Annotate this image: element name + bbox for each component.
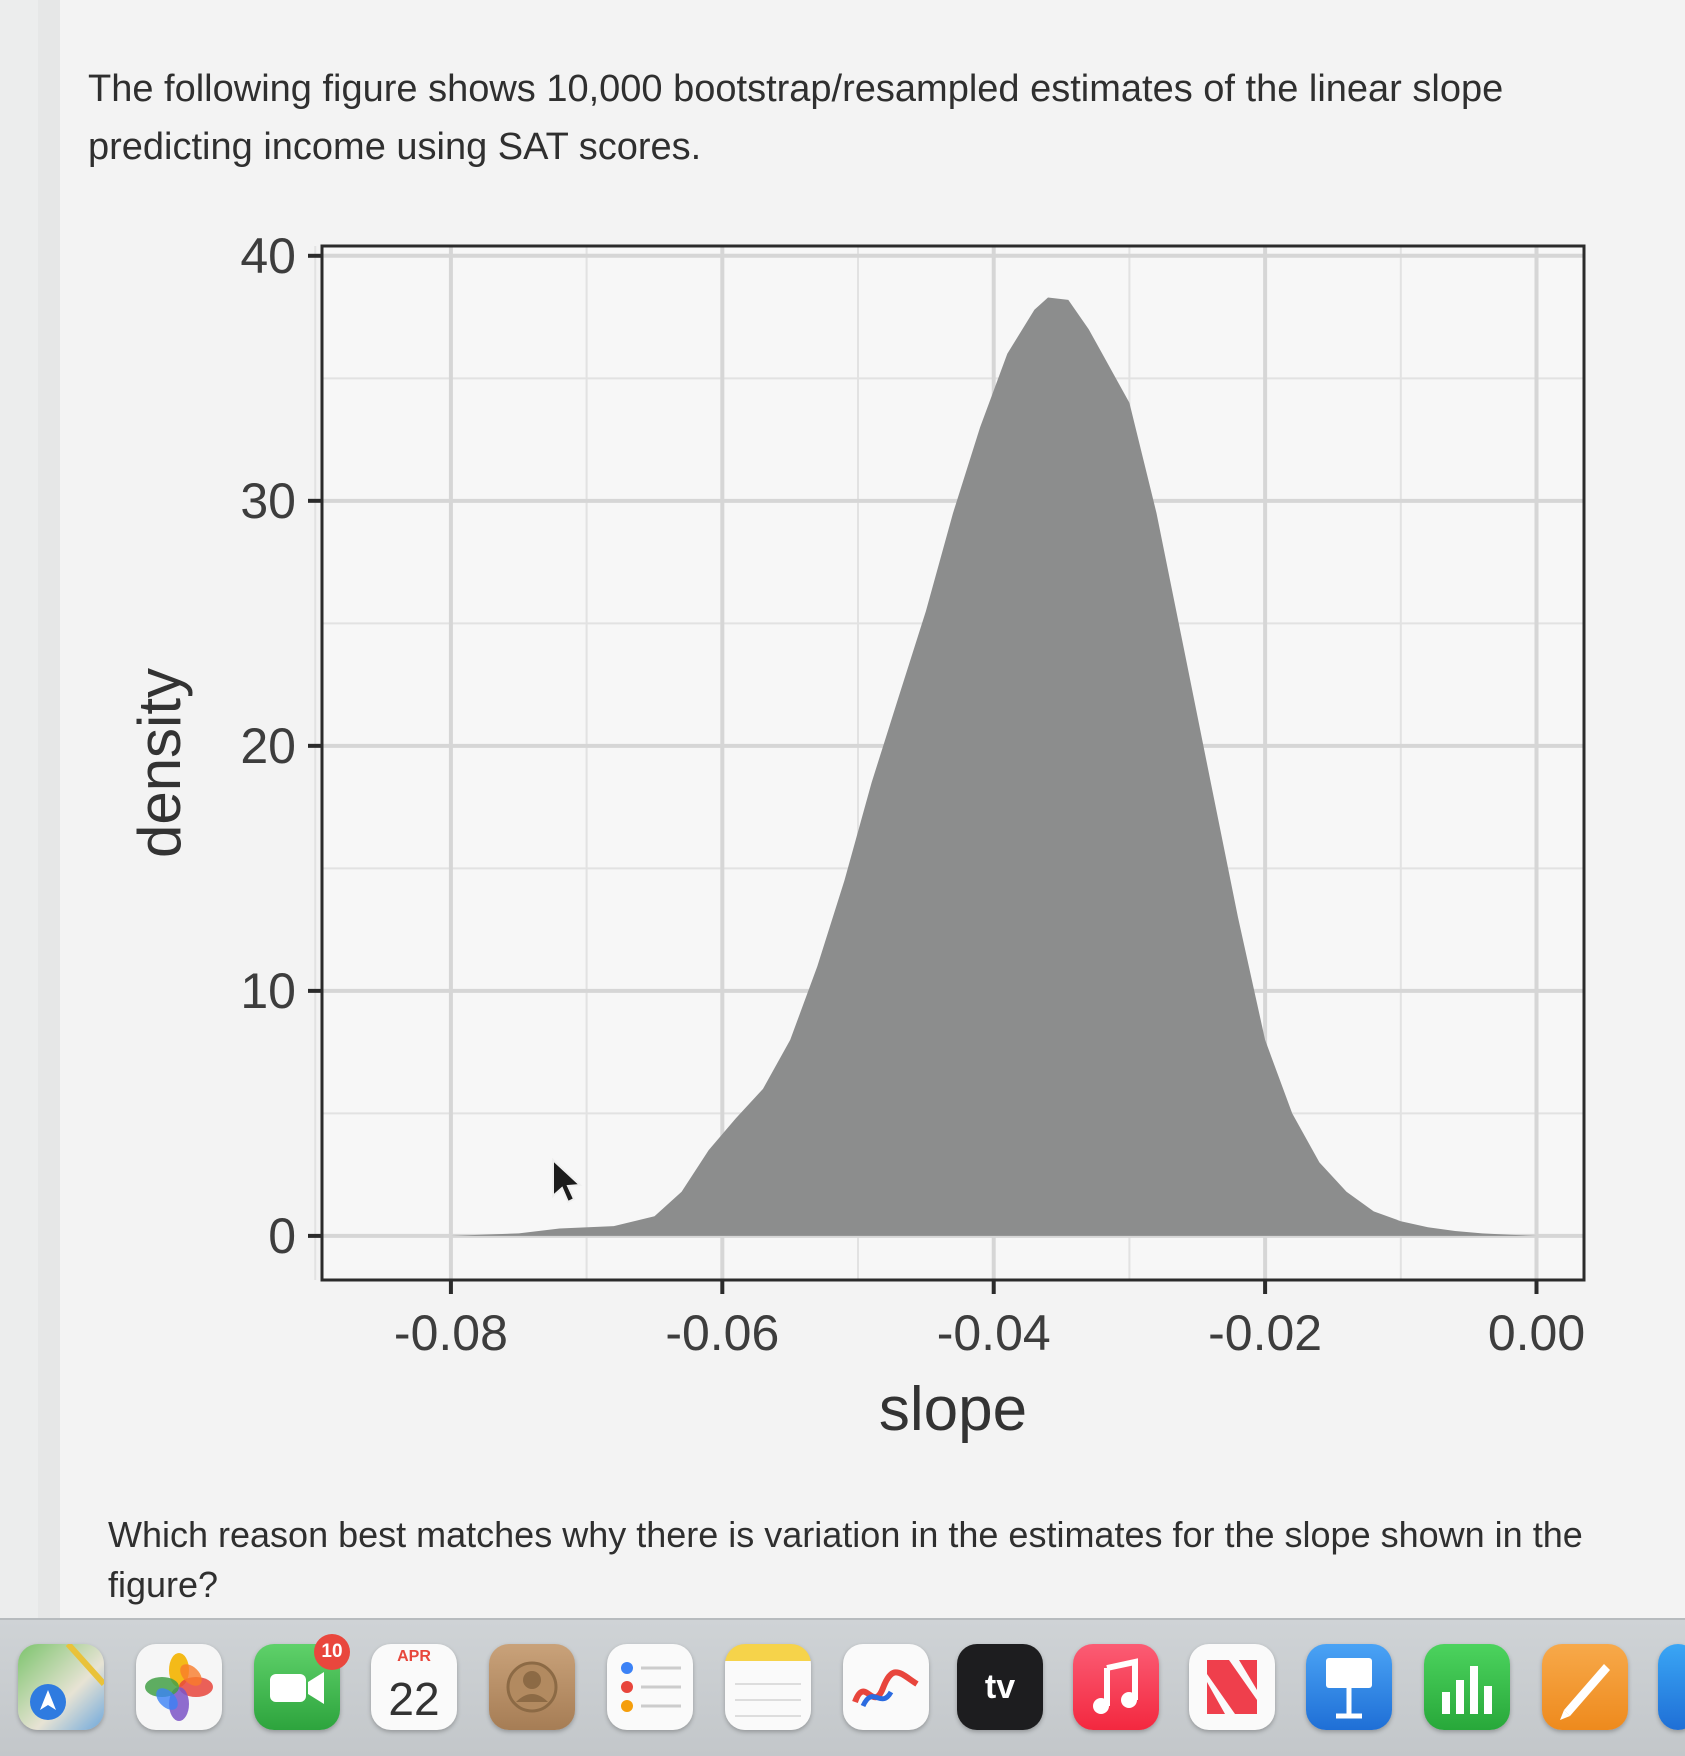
numbers-icon[interactable] [1424, 1644, 1510, 1730]
music-icon[interactable] [1073, 1644, 1159, 1730]
keynote-icon[interactable] [1306, 1644, 1392, 1730]
maps-icon[interactable] [18, 1644, 104, 1730]
x-tick-label: -0.04 [937, 1305, 1051, 1361]
apple-tv-icon[interactable]: tv [957, 1644, 1043, 1730]
y-tick-label: 30 [240, 473, 296, 529]
calendar-day: 22 [388, 1673, 440, 1725]
macos-dock: 10 APR 22 tv [0, 1618, 1685, 1756]
y-tick-label: 0 [268, 1208, 296, 1264]
photos-icon[interactable] [136, 1644, 222, 1730]
y-tick-label: 40 [240, 228, 296, 284]
x-tick-label: 0.00 [1488, 1305, 1585, 1361]
calendar-month: APR [397, 1648, 431, 1665]
news-icon[interactable] [1189, 1644, 1275, 1730]
question-intro: The following figure shows 10,000 bootst… [88, 68, 1504, 168]
y-axis-title: density [126, 668, 193, 858]
app-store-icon[interactable] [1658, 1644, 1685, 1730]
x-tick-label: -0.06 [665, 1305, 779, 1361]
cursor-arrow-icon [552, 1157, 583, 1204]
x-tick-label: -0.08 [394, 1305, 508, 1361]
plot-border [320, 244, 1586, 1282]
freeform-icon[interactable] [843, 1644, 929, 1730]
x-axis: -0.08 -0.06 -0.04 -0.02 0.00 [394, 1280, 1585, 1361]
calendar-icon[interactable]: APR 22 [371, 1644, 457, 1730]
density-chart: 0 10 20 30 40 -0.08 -0.06 -0.04 -0.02 0.00 densi… [126, 228, 1586, 1444]
reminders-icon[interactable] [607, 1644, 693, 1730]
y-tick-label: 10 [240, 963, 296, 1019]
facetime-badge: 10 [314, 1634, 350, 1670]
contacts-icon[interactable] [489, 1644, 575, 1730]
y-tick-label: 20 [240, 718, 296, 774]
x-axis-title: slope [879, 1375, 1027, 1444]
question-prompt: Which reason best matches why there is v… [108, 1514, 1583, 1605]
density-area [450, 297, 1537, 1236]
apple-tv-label: tv [984, 1667, 1016, 1706]
pages-icon[interactable] [1542, 1644, 1628, 1730]
notes-icon[interactable] [725, 1644, 811, 1730]
y-axis: 0 10 20 30 40 [240, 228, 322, 1264]
x-tick-label: -0.02 [1208, 1305, 1322, 1361]
